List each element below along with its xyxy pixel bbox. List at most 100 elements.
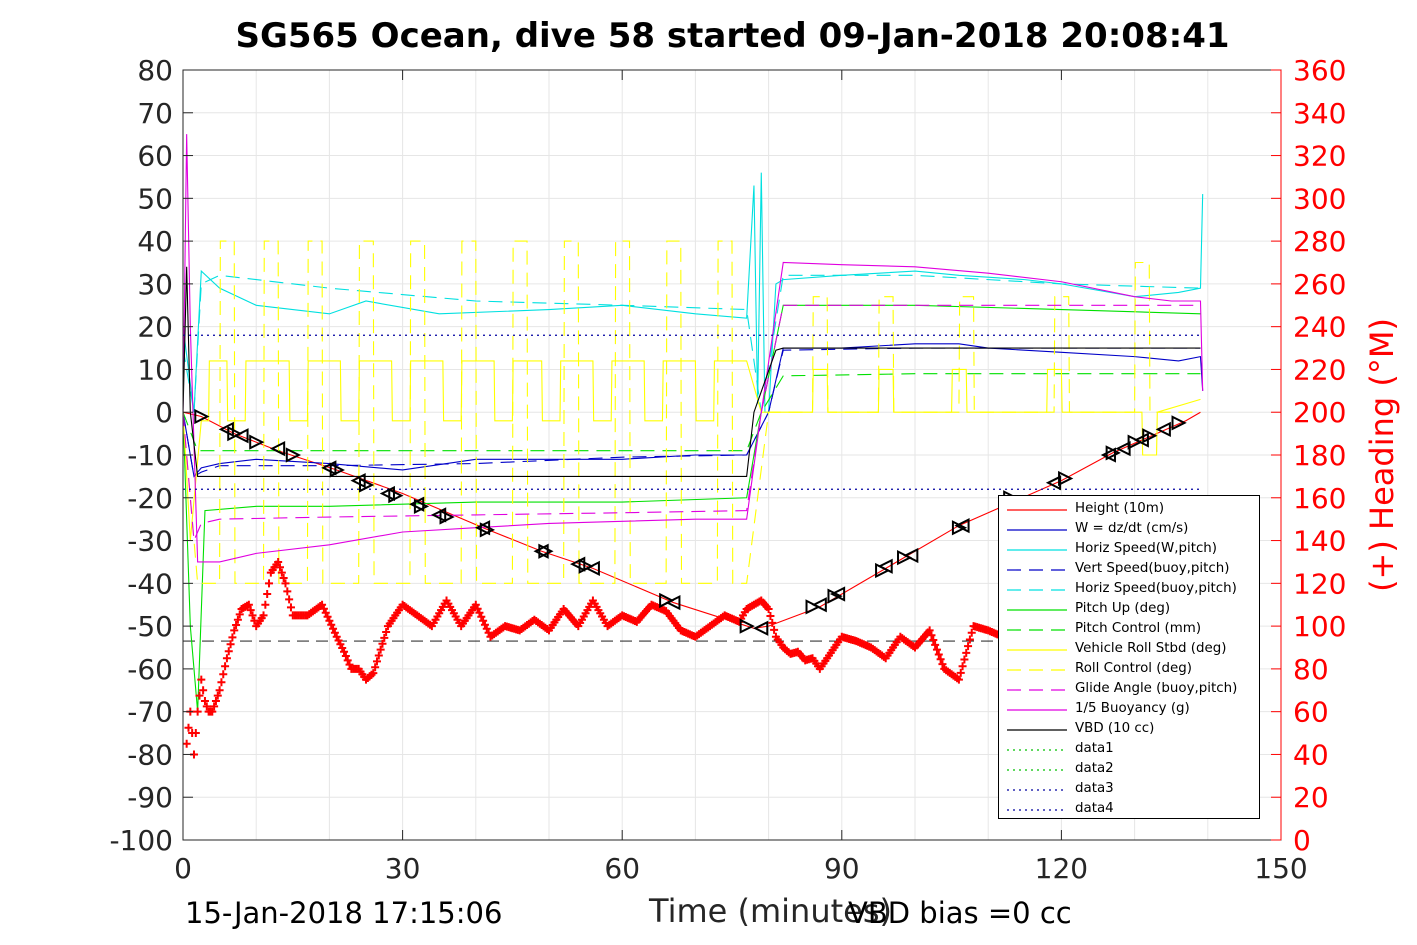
heading-point — [764, 605, 773, 613]
series-layer — [183, 134, 1204, 712]
heading-point — [330, 628, 339, 637]
y-tick-label-left: -30 — [127, 525, 173, 558]
apogee-marker — [379, 485, 395, 502]
y-tick-label-left: 40 — [137, 225, 173, 258]
heading-point — [325, 616, 334, 625]
heading-point — [281, 579, 290, 588]
legend-swatch — [1007, 609, 1067, 611]
heading-point — [371, 663, 380, 672]
heading-point — [964, 642, 973, 651]
y-tick-label-left: -60 — [127, 653, 173, 686]
legend-item: VBD (10 cc) — [999, 720, 1259, 740]
chart-title: SG565 Ocean, dive 58 started 09-Jan-2018… — [235, 16, 1230, 56]
heading-point — [480, 620, 489, 629]
apogee-marker — [194, 408, 210, 425]
legend-item: Pitch Control (mm) — [999, 620, 1259, 640]
legend-swatch — [1007, 649, 1067, 651]
heading-point — [219, 670, 228, 679]
heading-point — [226, 640, 235, 649]
legend-item: Roll Control (deg) — [999, 660, 1259, 680]
legend-swatch — [1007, 769, 1067, 771]
apogee-marker — [1171, 415, 1187, 431]
legend-item: Horiz Speed(buoy,pitch) — [999, 580, 1259, 600]
heading-point — [279, 573, 288, 582]
heading-point — [277, 568, 286, 577]
y-tick-label-left: 0 — [155, 396, 173, 429]
apogee-marker — [430, 507, 447, 523]
legend-item: Vert Speed(buoy,pitch) — [999, 560, 1259, 580]
heading-point — [327, 620, 336, 629]
y-tick-label-left: -100 — [109, 824, 173, 857]
heading-point — [244, 600, 253, 609]
y-tick-label-left: 70 — [137, 97, 173, 130]
heading-point — [232, 621, 241, 630]
heading-point — [217, 678, 226, 687]
heading-point — [345, 660, 354, 669]
legend-swatch — [1007, 569, 1067, 571]
heading-point — [215, 686, 224, 695]
heading-point — [482, 624, 491, 633]
heading-point — [193, 707, 202, 716]
heading-point — [376, 645, 385, 654]
apogee-marker — [227, 425, 243, 442]
y-tick-label-right: 100 — [1293, 610, 1346, 643]
legend-swatch — [1007, 749, 1067, 751]
apogee-marker — [359, 477, 375, 493]
y-tick-label-right: 20 — [1293, 781, 1329, 814]
heading-point — [265, 579, 274, 588]
x-tick-label: 30 — [385, 852, 421, 885]
legend-item: Height (10m) — [999, 500, 1259, 520]
legend-label: 1/5 Buoyancy (g) — [1075, 701, 1190, 716]
heading-point — [283, 587, 292, 596]
series-line-1-5-buoyancy-g — [183, 134, 1204, 563]
heading-point — [372, 657, 381, 666]
legend-swatch — [1007, 689, 1067, 691]
heading-point — [285, 595, 294, 604]
apogee-marker — [1127, 434, 1143, 450]
heading-point — [221, 662, 230, 671]
x-tick-label: 60 — [604, 852, 640, 885]
y-tick-label-left: -70 — [127, 696, 173, 729]
legend-label: data3 — [1075, 781, 1114, 796]
y-tick-label-right: 60 — [1293, 696, 1329, 729]
y-tick-label-right: 0 — [1293, 824, 1311, 857]
heading-point — [374, 651, 383, 660]
heading-point — [224, 647, 233, 656]
apogee-marker — [753, 620, 769, 636]
legend-label: Height (10m) — [1075, 501, 1165, 516]
apogee-marker — [1105, 445, 1121, 461]
y-tick-label-left: 30 — [137, 268, 173, 301]
y-tick-label-right: 240 — [1293, 311, 1346, 344]
y-tick-label-left: -40 — [127, 567, 173, 600]
heading-point — [479, 616, 488, 625]
heading-point — [263, 590, 272, 599]
heading-point — [195, 691, 204, 700]
y-tick-label-left: -10 — [127, 439, 173, 472]
heading-point — [965, 635, 974, 644]
series-line-pitch-up-deg — [183, 304, 1201, 712]
apogee-marker — [249, 434, 265, 450]
legend-label: Pitch Control (mm) — [1075, 621, 1202, 636]
y-tick-label-right: 200 — [1293, 396, 1346, 429]
heading-point — [199, 686, 208, 695]
y-tick-label-left: -90 — [127, 781, 173, 814]
heading-point — [962, 648, 971, 657]
apogee-marker — [578, 558, 594, 574]
legend-label: VBD (10 cc) — [1075, 721, 1155, 736]
legend-swatch — [1007, 729, 1067, 731]
apogee-marker — [954, 517, 970, 534]
y-tick-label-right: 260 — [1293, 268, 1346, 301]
legend-swatch — [1007, 709, 1067, 711]
apogee-marker — [413, 498, 430, 514]
legend-swatch — [1007, 629, 1067, 631]
heading-point — [477, 612, 486, 621]
legend-label: data1 — [1075, 741, 1114, 756]
legend-label: Pitch Up (deg) — [1075, 601, 1171, 616]
heading-point — [960, 655, 969, 664]
legend-item: data4 — [999, 800, 1259, 820]
y-tick-label-left: -80 — [127, 738, 173, 771]
x-tick-label: 120 — [1035, 852, 1088, 885]
y-tick-label-left: -20 — [127, 482, 173, 515]
legend-swatch — [1007, 789, 1067, 791]
legend-item: data1 — [999, 740, 1259, 760]
